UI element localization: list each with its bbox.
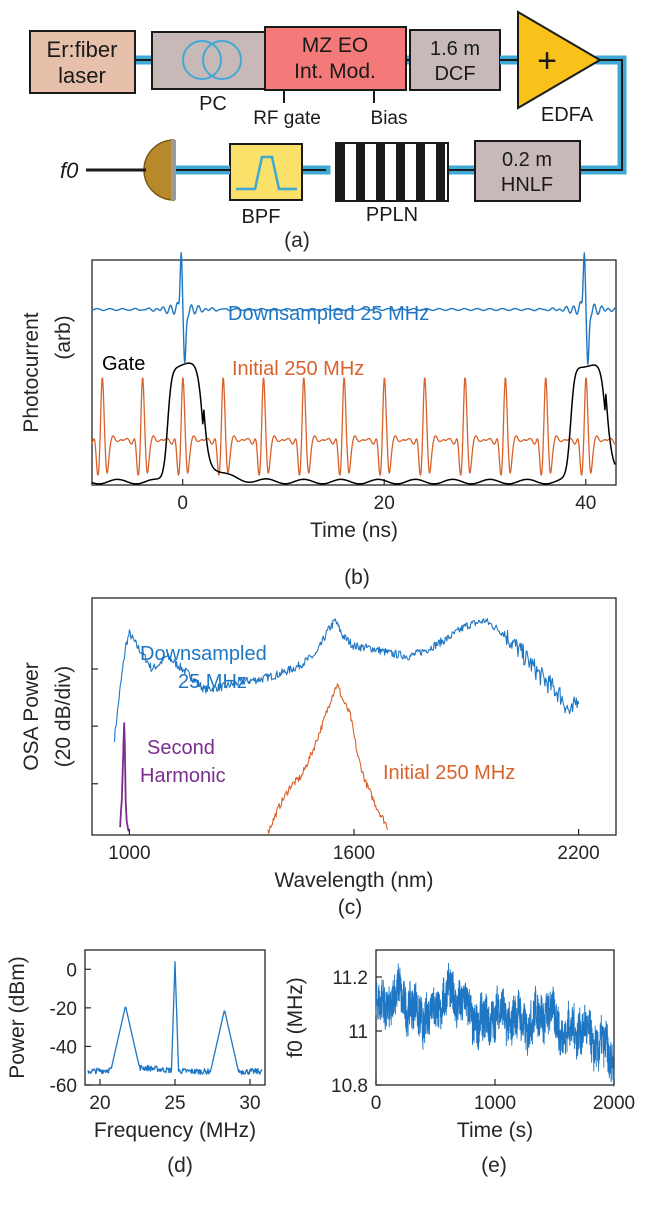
d-ytick-label: -40 bbox=[50, 1037, 77, 1058]
b-axes-frame bbox=[91, 259, 617, 486]
laser-label-2: laser bbox=[58, 63, 106, 88]
e-ylabel: f0 (MHz) bbox=[284, 977, 307, 1058]
edfa-plus-symbol: + bbox=[537, 42, 557, 80]
edfa-label: EDFA bbox=[541, 104, 594, 126]
panel-d-chart: 20 25 30 0 -20 -40 -60 Frequency (MHz) Power (dB… bbox=[6, 949, 266, 1142]
c-series-2 bbox=[119, 722, 130, 832]
c-xlabel: Wavelength (nm) bbox=[274, 869, 433, 892]
b-series-initial-250mhz bbox=[91, 377, 617, 476]
modulator-label-2: Int. Mod. bbox=[294, 60, 376, 83]
caption-b: (b) bbox=[344, 566, 370, 589]
laser-label-1: Er:fiber bbox=[47, 37, 118, 62]
caption-d: (d) bbox=[167, 1154, 193, 1177]
ppln-label: PPLN bbox=[366, 204, 418, 226]
panel-c-chart: 1000 1600 2200 Wavelength (nm) OSA Power (20 … bbox=[20, 597, 617, 892]
d-ytick-label: 0 bbox=[66, 960, 77, 981]
laser-box bbox=[29, 30, 136, 94]
panel-e-chart: 0 1000 2000 11.2 11 10.8 Time (s) f0 (MHz) bbox=[284, 949, 635, 1142]
d-ylabel: Power (dBm) bbox=[6, 956, 29, 1079]
c-axes-frame bbox=[91, 597, 617, 836]
bpf-label: BPF bbox=[242, 206, 281, 228]
setup-diagram: Er:fiber laser PC MZ EO Int. Mod. RF gat… bbox=[29, 10, 627, 252]
c-xtick-label: 2200 bbox=[557, 843, 599, 864]
modulator-box bbox=[264, 26, 407, 91]
c-legend-initial: Initial 250 MHz bbox=[383, 762, 515, 784]
pc-label: PC bbox=[199, 93, 227, 115]
bandpass-icon bbox=[236, 155, 297, 191]
hnlf-box bbox=[474, 140, 581, 202]
b-series-gate bbox=[91, 362, 616, 485]
d-ytick-label: -60 bbox=[50, 1076, 77, 1097]
b-xtick-label: 40 bbox=[575, 493, 596, 514]
c-legend-second-2: Harmonic bbox=[140, 765, 226, 787]
e-xtick-label: 1000 bbox=[474, 1093, 516, 1114]
caption-e: (e) bbox=[481, 1154, 507, 1177]
photodetector-icon bbox=[143, 139, 175, 201]
dcf-label-1: 1.6 m bbox=[430, 38, 480, 60]
pc-loop-icon bbox=[182, 40, 222, 80]
e-ytick-label: 10.8 bbox=[331, 1076, 368, 1097]
c-series-0 bbox=[113, 617, 580, 742]
b-xtick-label: 0 bbox=[177, 493, 188, 514]
b-xtick-label: 20 bbox=[374, 493, 395, 514]
d-xtick-label: 25 bbox=[164, 1093, 185, 1114]
d-ytick-label: -20 bbox=[50, 999, 77, 1020]
e-series-f0 bbox=[375, 962, 615, 1087]
d-xtick-label: 30 bbox=[239, 1093, 260, 1114]
e-ytick-label: 11 bbox=[348, 1022, 368, 1043]
b-legend-gate: Gate bbox=[102, 353, 145, 375]
b-legend-initial: Initial 250 MHz bbox=[232, 358, 364, 380]
c-legend-second-1: Second bbox=[147, 737, 215, 759]
b-ylabel: Photocurrent bbox=[20, 312, 43, 432]
b-ylabel-unit: (arb) bbox=[52, 315, 75, 359]
caption-a: (a) bbox=[284, 229, 310, 252]
c-xtick-label: 1600 bbox=[333, 843, 375, 864]
c-series-1 bbox=[267, 683, 389, 834]
bpf-box bbox=[229, 143, 303, 201]
d-xtick-label: 20 bbox=[89, 1093, 110, 1114]
bias-label: Bias bbox=[371, 108, 408, 129]
d-series-spectrum bbox=[87, 960, 263, 1075]
e-xlabel: Time (s) bbox=[457, 1119, 533, 1142]
c-ylabel: OSA Power bbox=[20, 662, 43, 771]
modulator-label-1: MZ EO bbox=[302, 34, 369, 57]
c-legend-downsampled-1: Downsampled bbox=[140, 643, 267, 665]
hnlf-label-1: 0.2 m bbox=[502, 149, 552, 171]
b-legend-downsampled: Downsampled 25 MHz bbox=[228, 303, 429, 325]
e-xtick-label: 2000 bbox=[593, 1093, 635, 1114]
dcf-label-2: DCF bbox=[434, 63, 475, 85]
dcf-box bbox=[409, 29, 501, 91]
b-xlabel: Time (ns) bbox=[310, 519, 398, 542]
c-xtick-label: 1000 bbox=[108, 843, 150, 864]
caption-c: (c) bbox=[338, 896, 363, 919]
d-xlabel: Frequency (MHz) bbox=[94, 1119, 256, 1142]
pc-box bbox=[151, 31, 275, 90]
ppln-crystal bbox=[335, 142, 449, 202]
b-series-downsampled-25mhz bbox=[91, 252, 617, 365]
edfa-triangle-icon bbox=[517, 10, 602, 110]
panel-b-chart: 0 20 40 Time (ns) Photocurrent (arb) Downsampl… bbox=[20, 252, 617, 542]
hnlf-label-2: HNLF bbox=[501, 174, 553, 196]
c-legend-downsampled-2: 25 MHz bbox=[178, 671, 247, 693]
rf-gate-label: RF gate bbox=[253, 108, 321, 129]
f0-label: f0 bbox=[60, 158, 79, 183]
e-xtick-label: 0 bbox=[371, 1093, 382, 1114]
e-ytick-label: 11.2 bbox=[332, 968, 368, 989]
c-ylabel-unit: (20 dB/div) bbox=[52, 666, 75, 768]
